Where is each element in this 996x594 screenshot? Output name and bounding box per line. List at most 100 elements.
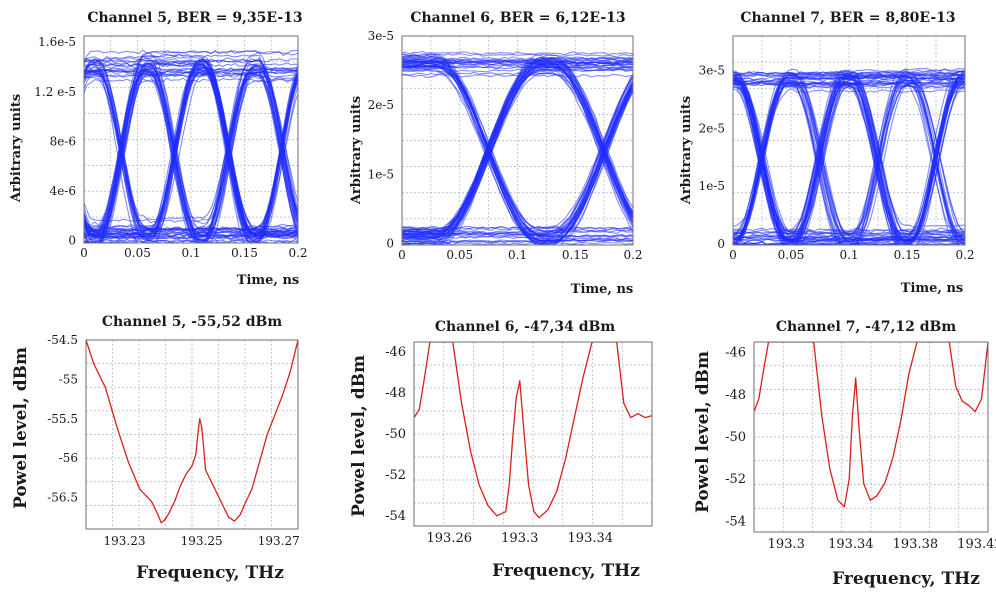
traces xyxy=(84,49,298,243)
x-tick-label: 0.15 xyxy=(562,248,589,262)
eye-trace xyxy=(84,76,298,221)
x-tick-label: 0.2 xyxy=(955,248,974,262)
x-tick-label: 0.15 xyxy=(894,248,921,262)
eye-trace xyxy=(402,241,633,245)
eye-trace xyxy=(84,68,298,243)
y-tick-label: 4e-6 xyxy=(50,184,76,198)
y-tick-label: -56.5 xyxy=(47,491,78,505)
eye-trace xyxy=(402,64,633,236)
x-tick-label: 0.2 xyxy=(288,246,307,260)
eye-diagram-channel-6: Channel 6, BER = 6,12E-13 Arbitrary unit… xyxy=(349,10,643,297)
plot-frame xyxy=(401,35,634,246)
y-tick-label: -52 xyxy=(725,472,746,487)
eye-trace xyxy=(402,79,633,237)
eye-trace xyxy=(733,78,965,239)
plot-frame xyxy=(732,35,966,246)
x-tick-label: 193.26 xyxy=(427,531,473,546)
eye-trace xyxy=(84,65,298,243)
x-tick-label: 193.25 xyxy=(181,534,223,548)
plot-frame xyxy=(753,341,989,533)
x-tick-label: 193.23 xyxy=(104,534,146,548)
y-tick-label: 1e-5 xyxy=(368,167,394,181)
eye-trace xyxy=(795,77,899,245)
x-tick-label: 193.38 xyxy=(893,537,939,552)
chart-title: Channel 7, BER = 8,80E-13 xyxy=(740,10,955,26)
eye-trace xyxy=(155,65,251,243)
y-tick-label: -54.5 xyxy=(47,333,78,347)
eye-trace xyxy=(84,70,298,237)
x-axis-label: Time, ns xyxy=(571,282,633,297)
eye-trace xyxy=(84,58,298,226)
eye-trace xyxy=(402,63,633,243)
eye-trace xyxy=(402,56,633,233)
eye-trace xyxy=(402,56,633,228)
y-tick-label: -55.5 xyxy=(47,412,78,426)
y-tick-label: 3e-5 xyxy=(699,64,725,78)
y-tick-label: 1.2 e-5 xyxy=(34,85,76,99)
y-axis-label: Powel level, dBm xyxy=(11,347,31,509)
plot-frame xyxy=(83,35,299,244)
x-tick-label: 0.05 xyxy=(778,248,805,262)
x-tick-label: 0.1 xyxy=(181,246,200,260)
y-tick-label: -50 xyxy=(725,430,746,445)
eye-trace xyxy=(733,73,965,245)
eye-trace xyxy=(733,71,965,245)
y-tick-label: -54 xyxy=(385,509,406,524)
y-tick-label: 3e-5 xyxy=(368,29,394,43)
eye-trace xyxy=(402,90,633,245)
x-tick-label: 193.34 xyxy=(828,537,874,552)
eye-trace xyxy=(733,67,965,236)
x-axis-label: Frequency, THz xyxy=(136,563,284,583)
eye-trace xyxy=(402,67,633,233)
eye-trace xyxy=(733,76,965,237)
spectrum-series-line xyxy=(414,342,652,519)
x-tick-label: 0 xyxy=(729,248,737,262)
x-axis-label: Frequency, THz xyxy=(832,569,980,589)
y-axis-label: Arbitrary units xyxy=(9,94,24,203)
y-tick-label: -48 xyxy=(385,386,406,401)
x-tick-label: 0.2 xyxy=(623,248,642,262)
grid xyxy=(754,342,988,532)
eye-trace xyxy=(733,81,965,241)
plot-frame xyxy=(85,339,299,530)
y-tick-label: -55 xyxy=(59,372,78,386)
y-tick-label: -46 xyxy=(725,346,746,361)
y-axis-label: Arbitrary units xyxy=(349,96,364,205)
x-axis-label: Time, ns xyxy=(237,273,299,288)
eye-trace xyxy=(733,230,965,236)
y-tick-label: -50 xyxy=(385,427,406,442)
x-tick-label: 193.34 xyxy=(568,531,614,546)
plot-frame xyxy=(413,341,653,527)
x-axis-label: Frequency, THz xyxy=(492,561,640,581)
x-axis-label: Time, ns xyxy=(901,281,963,296)
traces xyxy=(402,50,633,245)
eye-trace xyxy=(402,55,633,243)
spectrum-series-line xyxy=(754,342,988,508)
eye-trace xyxy=(733,77,965,240)
y-tick-label: 1.6e-5 xyxy=(38,35,76,49)
spectrum-channel-5: Channel 5, -55,52 dBm Powel level, dBm F… xyxy=(11,314,300,583)
y-tick-label: -46 xyxy=(385,345,406,360)
chart-title: Channel 5, BER = 9,35E-13 xyxy=(87,10,302,26)
y-tick-label: 8e-6 xyxy=(50,134,76,148)
eye-trace xyxy=(733,70,965,237)
eye-trace xyxy=(738,72,838,245)
eye-trace xyxy=(733,72,965,78)
y-tick-label: 0 xyxy=(68,234,76,248)
traces xyxy=(414,342,652,519)
traces xyxy=(86,340,298,524)
eye-trace xyxy=(733,76,965,245)
x-tick-label: 0 xyxy=(398,248,406,262)
eye-trace xyxy=(99,53,249,243)
x-tick-label: 0 xyxy=(80,246,88,260)
y-tick-label: -56 xyxy=(59,451,78,465)
chart-title: Channel 7, -47,12 dBm xyxy=(776,319,956,335)
y-tick-label: 2e-5 xyxy=(699,121,725,135)
y-tick-label: 2e-5 xyxy=(368,98,394,112)
eye-trace xyxy=(84,64,298,238)
y-tick-label: 1e-5 xyxy=(699,179,725,193)
y-axis-label: Powel level, dBm xyxy=(693,351,713,513)
eye-trace xyxy=(84,77,298,235)
eye-trace xyxy=(402,63,633,243)
spectrum-channel-7: Channel 7, -47,12 dBm Powel level, dBm F… xyxy=(693,319,996,589)
